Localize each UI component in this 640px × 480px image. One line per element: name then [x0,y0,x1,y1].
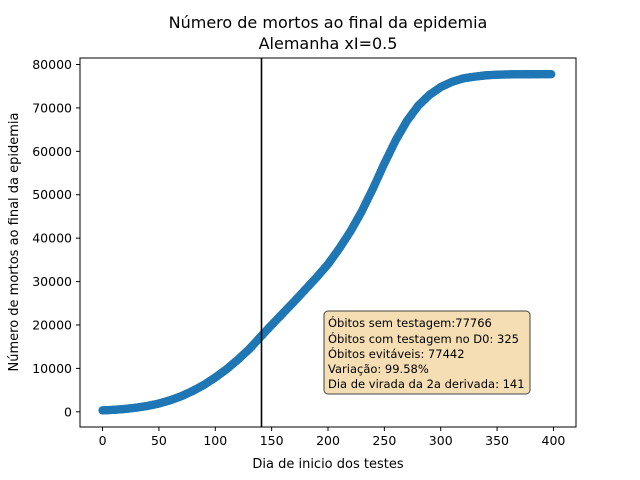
y-tick-label: 60000 [32,144,72,159]
y-tick-label: 50000 [32,187,72,202]
annotation-line-3: Óbitos evitáveis: 77442 [328,346,465,361]
annotation-box: Óbitos sem testagem:77766 Óbitos com tes… [323,310,531,395]
annotation-line-4: Variação: 99.58% [328,362,429,376]
y-axis-label: Número de mortos ao final da epidemia [7,113,22,372]
annotation-background [323,310,531,395]
x-axis-label: Dia de inicio dos testes [252,457,403,472]
x-tick-label: 200 [316,433,340,448]
axis-ticks: 0 50 100 150 200 250 300 350 400 0 10000 20000 30000… [32,57,565,448]
x-tick-label: 0 [99,433,107,448]
y-tick-label: 20000 [32,317,72,332]
x-tick-label: 250 [372,433,396,448]
x-tick-label: 400 [542,433,566,448]
y-tick-label: 0 [64,404,72,419]
x-tick-label: 150 [260,433,284,448]
annotation-line-5: Dia de virada da 2a derivada: 141 [328,377,525,391]
x-tick-label: 50 [151,433,167,448]
plot-frame [79,57,577,428]
y-tick-label: 40000 [32,231,72,246]
y-tick-label: 30000 [32,274,72,289]
chart-title: Número de mortos ao final da epidemia [169,13,488,32]
annotation-line-1: Óbitos sem testagem:77766 [328,315,492,330]
y-tick-label: 10000 [32,361,72,376]
annotation-line-2: Óbitos com testagem no D0: 325 [328,331,519,346]
x-tick-label: 100 [203,433,227,448]
scatter-points [98,70,556,415]
x-tick-label: 300 [429,433,453,448]
y-tick-label: 80000 [32,57,72,72]
x-tick-label: 350 [485,433,509,448]
chart-subtitle: Alemanha xI=0.5 [259,34,398,53]
data-point [547,70,556,79]
y-tick-label: 70000 [32,100,72,115]
